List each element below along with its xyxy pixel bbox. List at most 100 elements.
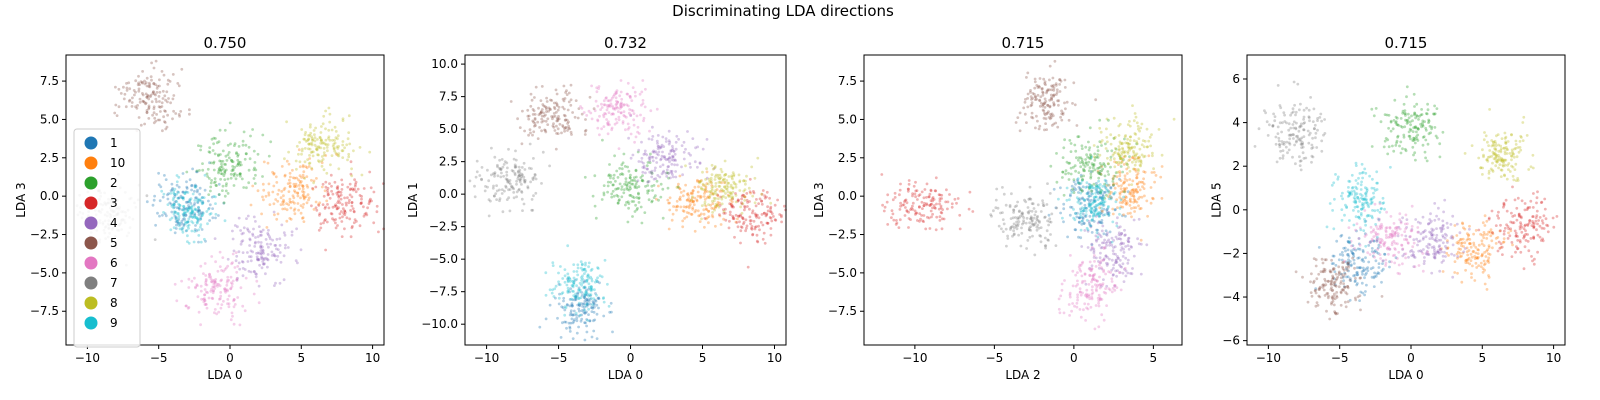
scatter-point-class-8 bbox=[720, 188, 723, 191]
scatter-point-class-7 bbox=[1032, 224, 1035, 227]
scatter-point-class-8 bbox=[769, 201, 773, 205]
scatter-point-class-3 bbox=[368, 170, 372, 174]
scatter-point-class-10 bbox=[1487, 244, 1491, 248]
scatter-point-class-6 bbox=[590, 117, 594, 121]
scatter-point-class-9 bbox=[214, 212, 218, 216]
scatter-point-class-6 bbox=[607, 111, 611, 114]
scatter-point-class-2 bbox=[208, 146, 212, 150]
scatter-point-class-8 bbox=[753, 201, 757, 205]
scatter-point-class-1 bbox=[1375, 239, 1379, 243]
scatter-point-class-2 bbox=[1061, 170, 1065, 174]
scatter-point-class-2 bbox=[631, 195, 634, 199]
legend-label-3: 3 bbox=[110, 196, 118, 210]
scatter-point-class-4 bbox=[1110, 268, 1114, 272]
scatter-point-class-5 bbox=[1048, 88, 1052, 92]
scatter-point-class-10 bbox=[292, 209, 296, 212]
scatter-point-class-10 bbox=[1124, 195, 1127, 199]
scatter-point-class-6 bbox=[1074, 273, 1078, 277]
scatter-point-class-9 bbox=[223, 219, 227, 223]
scatter-point-class-2 bbox=[244, 143, 248, 147]
scatter-point-class-2 bbox=[224, 163, 228, 166]
scatter-point-class-4 bbox=[658, 146, 662, 150]
scatter-point-class-7 bbox=[503, 189, 506, 193]
scatter-point-class-8 bbox=[1106, 156, 1109, 160]
scatter-point-class-4 bbox=[696, 165, 699, 169]
scatter-point-class-6 bbox=[202, 272, 205, 275]
scatter-point-class-7 bbox=[1043, 236, 1047, 240]
scatter-point-class-4 bbox=[1094, 234, 1098, 238]
scatter-point-class-9 bbox=[1096, 213, 1099, 216]
scatter-point-class-9 bbox=[1105, 188, 1109, 192]
scatter-point-class-4 bbox=[226, 257, 230, 261]
scatter-point-class-8 bbox=[723, 185, 726, 189]
scatter-point-class-8 bbox=[1112, 116, 1116, 120]
scatter-point-class-6 bbox=[1094, 283, 1097, 287]
scatter-point-class-1 bbox=[208, 203, 212, 207]
scatter-point-class-10 bbox=[1136, 172, 1140, 175]
scatter-point-class-6 bbox=[1077, 265, 1081, 269]
scatter-point-class-4 bbox=[659, 145, 663, 149]
scatter-point-class-8 bbox=[720, 170, 724, 174]
scatter-point-class-10 bbox=[1109, 196, 1113, 200]
legend-marker-4 bbox=[84, 216, 98, 230]
scatter-point-class-7 bbox=[994, 206, 998, 210]
scatter-point-class-6 bbox=[606, 122, 610, 126]
scatter-point-class-2 bbox=[224, 184, 228, 188]
scatter-point-class-4 bbox=[684, 147, 687, 151]
scatter-point-class-1 bbox=[1330, 262, 1334, 265]
scatter-point-class-4 bbox=[687, 152, 691, 155]
scatter-point-class-1 bbox=[558, 292, 561, 296]
scatter-point-class-4 bbox=[1105, 244, 1108, 247]
scatter-point-class-2 bbox=[205, 172, 209, 176]
scatter-point-class-8 bbox=[1129, 146, 1133, 150]
scatter-point-class-9 bbox=[1096, 198, 1100, 202]
scatter-point-class-4 bbox=[1120, 246, 1124, 250]
scatter-point-class-6 bbox=[1074, 284, 1078, 288]
scatter-point-class-10 bbox=[718, 189, 722, 193]
scatter-point-class-3 bbox=[940, 211, 944, 215]
scatter-point-class-4 bbox=[1111, 273, 1115, 277]
scatter-point-class-5 bbox=[144, 92, 148, 96]
scatter-point-class-6 bbox=[231, 279, 235, 283]
legend-label-5: 5 bbox=[110, 236, 118, 250]
scatter-point-class-3 bbox=[766, 221, 769, 225]
scatter-point-class-9 bbox=[583, 294, 587, 298]
scatter-point-class-4 bbox=[1112, 266, 1115, 270]
scatter-point-class-3 bbox=[732, 205, 735, 209]
scatter-point-class-3 bbox=[310, 204, 313, 208]
scatter-point-class-4 bbox=[637, 148, 641, 152]
scatter-point-class-2 bbox=[630, 182, 633, 186]
scatter-point-class-1 bbox=[161, 213, 164, 217]
scatter-point-class-1 bbox=[1072, 180, 1076, 184]
scatter-point-class-4 bbox=[640, 160, 643, 164]
scatter-point-class-2 bbox=[226, 143, 230, 147]
scatter-point-class-10 bbox=[1160, 165, 1164, 168]
scatter-point-class-9 bbox=[574, 292, 577, 296]
scatter-point-class-6 bbox=[229, 287, 233, 290]
scatter-point-class-2 bbox=[231, 160, 235, 164]
scatter-point-class-3 bbox=[323, 207, 327, 210]
scatter-point-class-1 bbox=[211, 207, 215, 211]
scatter-point-class-5 bbox=[156, 118, 160, 122]
scatter-point-class-9 bbox=[200, 196, 204, 200]
scatter-point-class-4 bbox=[659, 158, 662, 162]
scatter-point-class-5 bbox=[1061, 113, 1065, 116]
scatter-point-class-4 bbox=[286, 246, 290, 249]
scatter-point-class-9 bbox=[172, 203, 176, 206]
scatter-point-class-2 bbox=[1099, 173, 1103, 177]
scatter-point-class-8 bbox=[1136, 124, 1140, 128]
scatter-point-class-4 bbox=[1119, 248, 1123, 252]
scatter-point-class-6 bbox=[1080, 281, 1084, 285]
scatter-point-class-10 bbox=[293, 201, 296, 205]
scatter-point-class-9 bbox=[199, 223, 203, 227]
scatter-point-class-5 bbox=[1048, 64, 1052, 68]
scatter-point-class-2 bbox=[232, 184, 236, 187]
scatter-point-class-7 bbox=[526, 186, 530, 190]
scatter-point-class-5 bbox=[143, 79, 146, 83]
scatter-point-class-2 bbox=[1410, 114, 1413, 118]
scatter-point-class-8 bbox=[308, 154, 311, 157]
scatter-point-class-2 bbox=[1106, 170, 1110, 173]
scatter-point-class-6 bbox=[629, 113, 633, 117]
scatter-point-class-2 bbox=[640, 179, 644, 183]
scatter-point-class-8 bbox=[1117, 124, 1121, 128]
